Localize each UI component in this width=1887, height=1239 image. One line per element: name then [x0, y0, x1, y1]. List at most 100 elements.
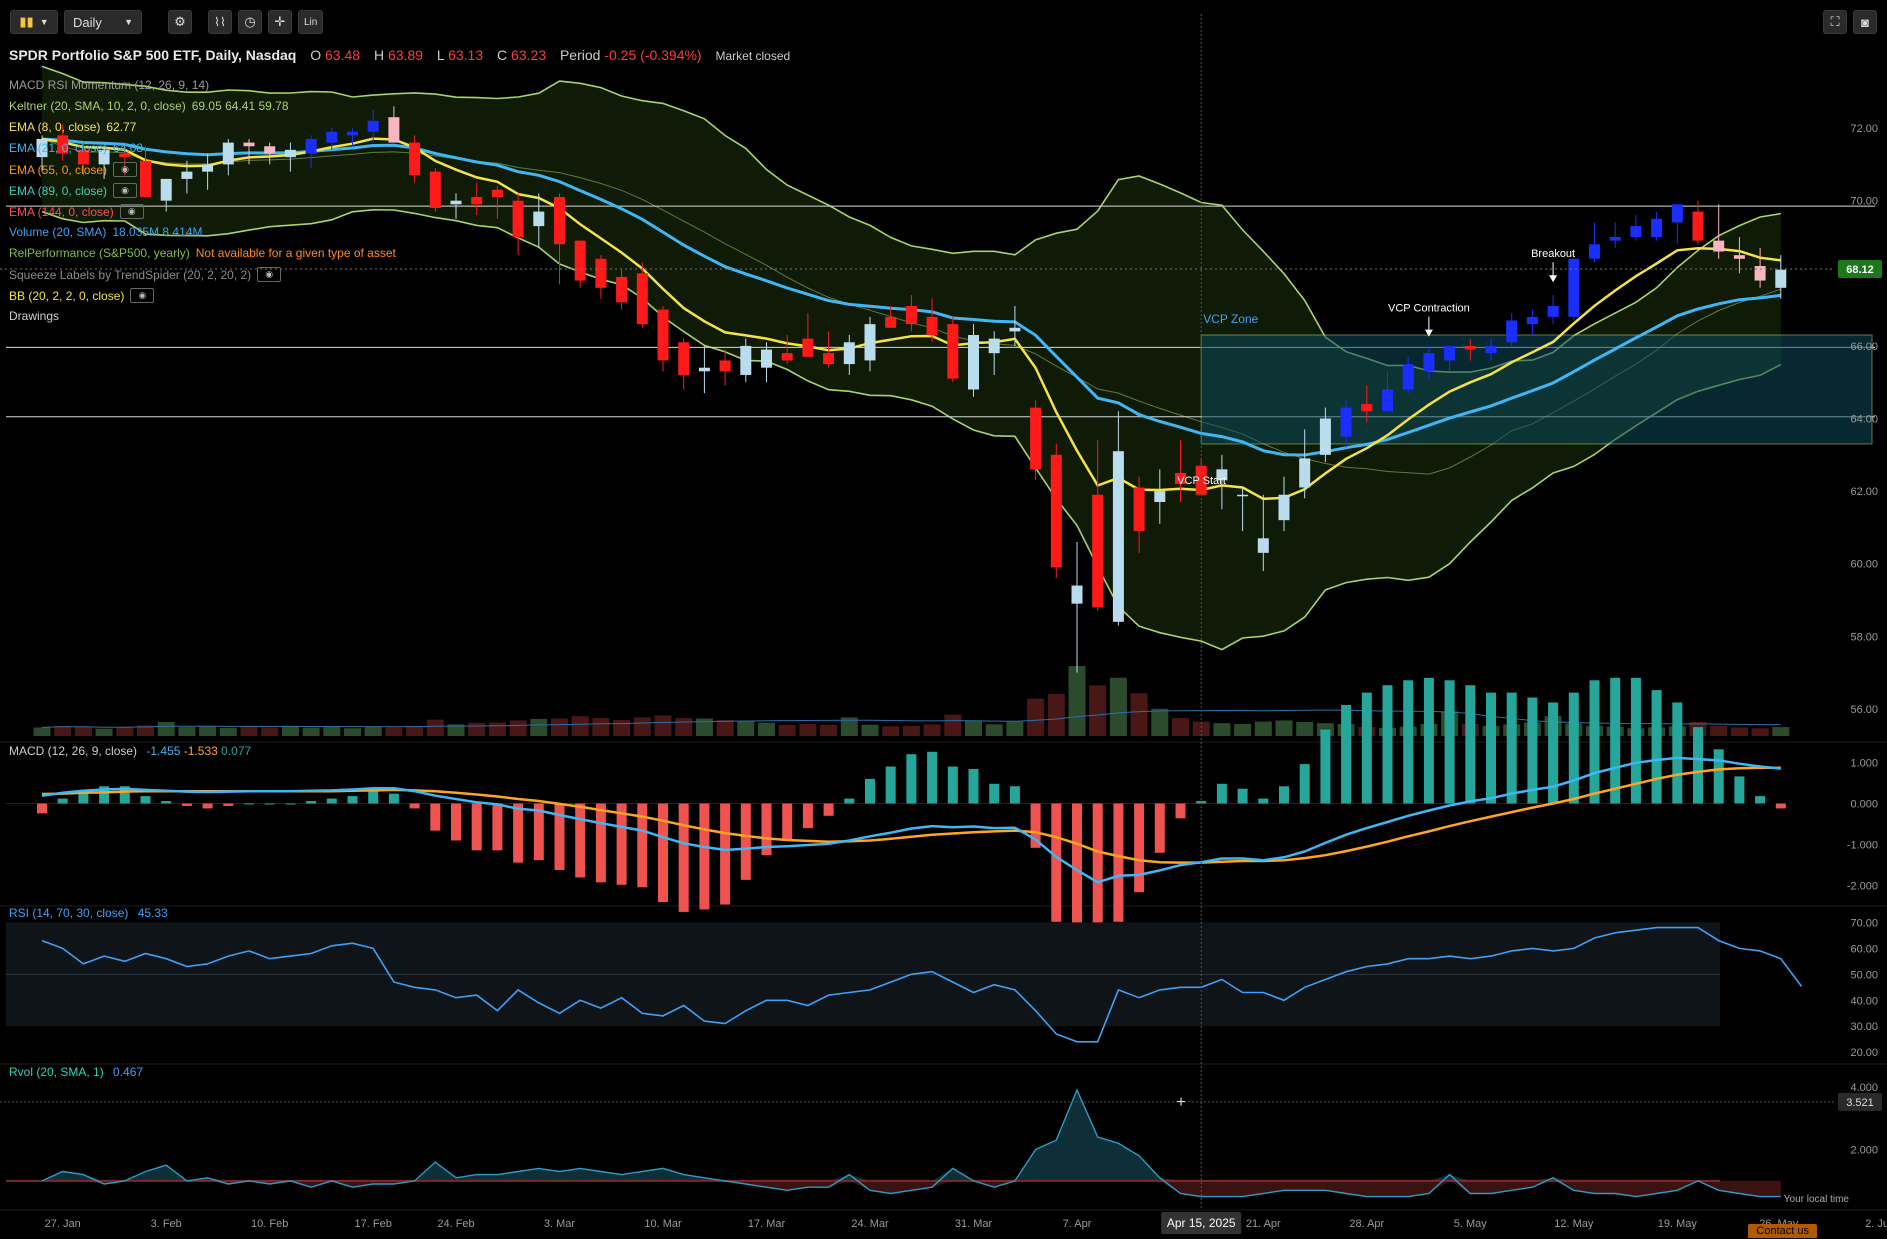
rvol-area-above [42, 1090, 1781, 1181]
legend-row[interactable]: Squeeze Labels by TrendSpider (20, 2, 20… [9, 267, 282, 282]
indicators-button[interactable]: ⌇⌇ [208, 10, 232, 34]
period-value: -0.25 (-0.394%) [604, 47, 702, 63]
candle-body [1423, 353, 1435, 372]
volume-bar [1234, 723, 1252, 736]
macd-histogram-bar [637, 803, 648, 888]
candle-body [864, 324, 876, 361]
macd-histogram-bar [223, 803, 234, 806]
legend-row[interactable]: Keltner (20, SMA, 10, 2, 0, close) 69.05 … [9, 99, 289, 113]
legend-row[interactable]: EMA (89, 0, close) ◉ [9, 183, 138, 198]
macd-histogram-bar [865, 778, 875, 804]
candle-body [1133, 487, 1145, 532]
candle-body [119, 153, 131, 158]
macd-histogram-bar [492, 803, 503, 851]
macd-signal-value: -1.533 [183, 744, 218, 758]
volume-bar [695, 718, 713, 736]
legend-row[interactable]: Volume (20, SMA) 18.035M 8.414M [9, 225, 202, 239]
crosshair-button[interactable]: ✛ [268, 10, 292, 34]
macd-histogram-bar [1610, 677, 1621, 804]
legend-label: EMA (21, 0, close) [9, 141, 108, 155]
date-axis-tick: 17. Feb [355, 1218, 392, 1230]
candle-body [367, 120, 379, 132]
legend-row[interactable]: EMA (8, 0, close) 62.77 [9, 120, 136, 134]
last-price-tag [1838, 259, 1882, 278]
volume-bar [302, 727, 320, 736]
volume-bar [944, 714, 962, 736]
candle-body [1030, 407, 1042, 470]
eye-icon[interactable]: ◉ [113, 162, 138, 177]
macd-histogram-bar [761, 803, 772, 856]
macd-pane-label[interactable]: MACD (12, 26, 9, close) -1.455 -1.533 0.… [9, 744, 251, 758]
chart-type-button[interactable]: ▮▮ ▼ [10, 10, 58, 34]
candle-body [988, 338, 1000, 354]
candle-body [554, 197, 565, 245]
close-label: C [497, 47, 508, 63]
crosshair-value: 3.521 [1846, 1097, 1874, 1109]
camera-button[interactable]: ◙ [1853, 10, 1877, 34]
macd-histogram-bar [347, 796, 358, 804]
candle-body [740, 345, 752, 375]
macd-histogram-bar [451, 803, 461, 841]
eye-icon[interactable]: ◉ [113, 183, 138, 198]
settings-button[interactable]: ⚙ [168, 10, 192, 34]
candle-body [761, 349, 772, 368]
symbol-title: SPDR Portfolio S&P 500 ETF, Daily, Nasda… [9, 47, 297, 63]
legend-row[interactable]: EMA (55, 0, close) ◉ [9, 162, 138, 177]
eye-icon[interactable]: ◉ [119, 204, 144, 219]
volume-bar [923, 724, 941, 736]
legend-row[interactable]: Drawings [9, 309, 59, 323]
crosshair-date-tag [1161, 1212, 1242, 1234]
volume-bar [840, 717, 858, 736]
macd-histogram-bar [678, 803, 689, 912]
volume-bar [965, 720, 982, 736]
candle-body [1464, 345, 1476, 350]
replay-button[interactable]: ◷ [238, 10, 262, 34]
candle-body [160, 178, 172, 201]
volume-bar [613, 720, 631, 736]
legend-label: EMA (8, 0, close) [9, 120, 101, 134]
candle-body [326, 131, 338, 143]
macd-axis-tick: -2.000 [1847, 881, 1878, 893]
eye-icon[interactable]: ◉ [130, 288, 155, 303]
candle-body [202, 164, 214, 172]
legend-label: Volume (20, SMA) [9, 225, 107, 239]
macd-histogram-bar [844, 798, 855, 804]
timeframe-select[interactable]: Daily ▼ [64, 10, 142, 34]
candle-body [1319, 418, 1331, 455]
legend-row[interactable]: RelPerformance (S&P500, yearly) Not avail… [9, 246, 396, 260]
candle-body [1630, 226, 1642, 237]
macd-line [41, 756, 1781, 884]
legend-row[interactable]: BB (20, 2, 2, 0, close) ◉ [9, 288, 155, 303]
chevron-down-icon: ▼ [39, 17, 49, 27]
legend-row[interactable]: MACD RSI Momentum (12, 26, 9, 14) [9, 78, 209, 92]
macd-histogram-bar [1630, 677, 1641, 804]
legend-row[interactable]: EMA (21, 0, close) 64.08 [9, 141, 143, 155]
volume-bar [447, 724, 465, 736]
candle-body [1506, 320, 1518, 343]
macd-histogram-bar [1444, 680, 1455, 804]
crosshair-icon: ✛ [274, 14, 286, 29]
market-status: Market closed [715, 49, 791, 63]
rsi-pane-label[interactable]: RSI (14, 70, 30, close) 45.33 [9, 906, 168, 920]
candle-body [1485, 345, 1497, 354]
candle-body [905, 305, 917, 325]
macd-histogram-bar [1216, 783, 1227, 804]
rsi-axis-tick: 50.00 [1850, 969, 1878, 981]
candle-body [719, 360, 731, 372]
macd-histogram-bar [1341, 704, 1352, 804]
legend-row[interactable]: EMA (144, 0, close) ◉ [9, 204, 144, 219]
eye-icon[interactable]: ◉ [257, 267, 282, 282]
macd-histogram-bar [1651, 690, 1662, 804]
rvol-pane-label[interactable]: Rvol (20, SMA, 1) 0.467 [9, 1065, 143, 1079]
contact-us-button[interactable]: Contact us [1748, 1224, 1817, 1238]
date-axis-tick: 10. Feb [251, 1218, 288, 1230]
scale-button[interactable]: Lin [298, 10, 324, 34]
volume-bar [861, 724, 879, 736]
fullscreen-button[interactable]: ⛶ [1823, 10, 1847, 34]
open-label: O [310, 47, 322, 63]
candle-body [140, 160, 151, 198]
rsi-line [41, 926, 1803, 1043]
candle-body [1154, 491, 1166, 503]
date-axis-tick: 3. Mar [544, 1218, 576, 1230]
